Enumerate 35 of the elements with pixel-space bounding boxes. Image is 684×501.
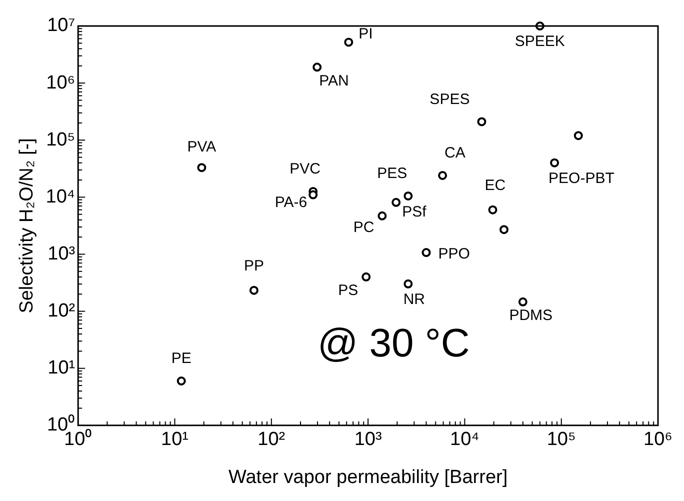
annotation: PVC: [290, 160, 321, 178]
y-tick-label: 10⁶: [46, 72, 76, 94]
annotation: NR: [403, 291, 426, 308]
annotation: SPES: [430, 90, 470, 108]
annotation: PDMS: [509, 307, 553, 324]
annotation: SPEEK: [514, 33, 565, 50]
annotation: PSf: [402, 204, 428, 221]
annotation: EC: [484, 176, 506, 194]
y-tick-label: 10²: [48, 300, 76, 322]
annotation: PEO-PBT: [548, 170, 614, 187]
y-tick-label: 10⁴: [46, 186, 76, 208]
annotation: PS: [338, 282, 358, 300]
y-tick-label: 10⁵: [46, 129, 76, 150]
annotation: PI: [358, 25, 373, 42]
annotation: PPO: [438, 246, 470, 263]
annotation: PVA: [187, 138, 216, 156]
x-tick-label: 10⁴: [450, 429, 480, 450]
y-tick-label: 10¹: [48, 358, 76, 379]
annotation: PP: [244, 257, 264, 274]
y-tick-label: 10³: [48, 243, 76, 264]
annotation: PC: [353, 219, 374, 236]
x-tick-label: 10¹: [161, 429, 188, 450]
annotation: PES: [377, 165, 408, 182]
y-tick-label: 10⁷: [47, 15, 76, 36]
x-tick-label: 10⁶: [644, 429, 672, 450]
annotation: PA-6: [274, 194, 308, 211]
x-tick-label: 10²: [258, 429, 286, 450]
annotation: PE: [171, 350, 192, 368]
annotation: CA: [444, 144, 466, 162]
annotation: @ 30 °C: [318, 322, 470, 366]
annotation: PAN: [319, 72, 349, 90]
x-tick-label: 10⁵: [546, 429, 576, 450]
y-axis-title: Selectivity H₂O/N₂ [-]: [16, 138, 38, 314]
x-tick-label: 10³: [354, 429, 382, 450]
x-axis-title: Water vapor permeability [Barrer]: [228, 466, 508, 488]
